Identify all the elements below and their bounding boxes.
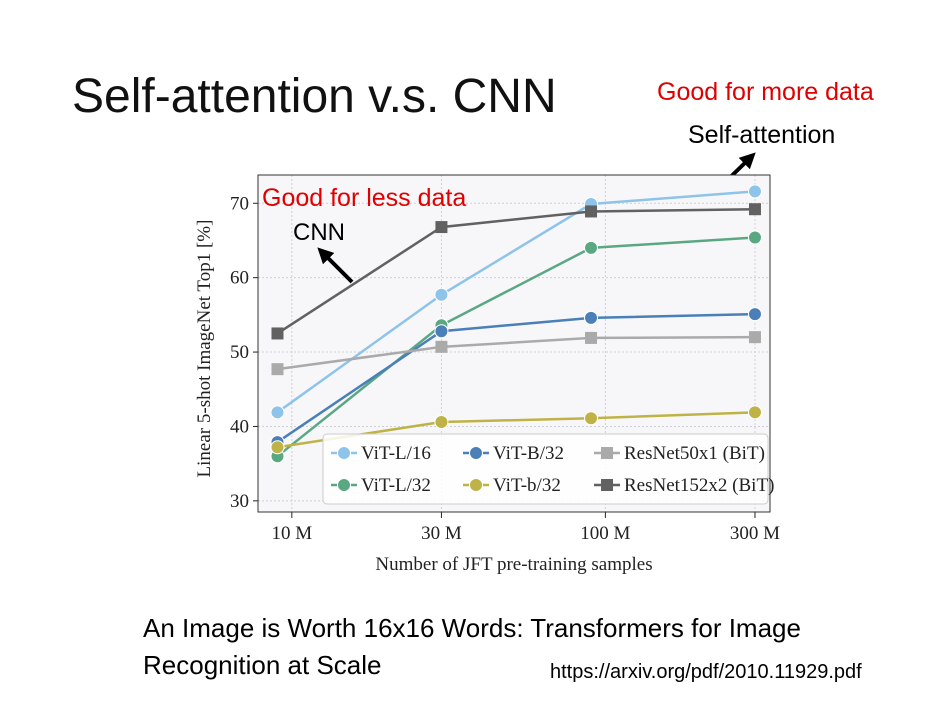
legend-label: ViT-b/32 [493, 475, 561, 496]
x-tick-label: 100 M [580, 523, 630, 544]
chart: 30 40 50 60 70 10 M 30 M 100 M 300 M Number of JF… [194, 174, 780, 575]
data-point [747, 307, 762, 322]
data-point [435, 340, 448, 353]
legend-label: ViT-L/32 [361, 475, 431, 496]
legend-marker [469, 446, 483, 460]
arrow [317, 247, 354, 284]
x-tick-label: 300 M [730, 523, 780, 544]
series-line [276, 207, 755, 335]
data-point [271, 327, 284, 340]
caption: Recognition at Scale [143, 650, 381, 680]
data-point [747, 405, 762, 420]
data-point [434, 287, 449, 302]
y-tick-label: 40 [230, 416, 249, 437]
slide-title: Self-attention v.s. CNN [72, 70, 557, 123]
y-tick-label: 30 [230, 491, 249, 512]
data-point [747, 230, 762, 245]
series-line [276, 236, 756, 458]
legend-marker [337, 446, 351, 460]
data-point [270, 405, 285, 420]
y-tick-label: 50 [230, 342, 249, 363]
data-point [271, 363, 284, 376]
annotation: CNN [293, 219, 345, 246]
legend-marker [469, 478, 483, 492]
legend-label: ResNet50x1 (BiT) [624, 443, 765, 464]
caption: An Image is Worth 16x16 Words: Transform… [143, 613, 801, 643]
annotation: Self-attention [688, 121, 835, 149]
annotation: Good for more data [657, 78, 874, 106]
y-tick-label: 60 [230, 268, 249, 289]
data-point [584, 411, 599, 426]
data-point [434, 414, 449, 429]
x-axis-label: Number of JFT pre-training samples [375, 554, 652, 575]
legend-box [322, 433, 769, 505]
plot-frame [257, 174, 771, 513]
y-axis-label: Linear 5-shot ImageNet Top1 [%] [194, 220, 215, 478]
url: https://arxiv.org/pdf/2010.11929.pdf [550, 661, 862, 683]
legend-label: ViT-L/16 [361, 443, 431, 464]
legend-label: ViT-B/32 [493, 443, 564, 464]
y-tick-label: 70 [230, 193, 249, 214]
annotation: Good for less data [262, 184, 466, 212]
series-line [277, 335, 755, 371]
x-tick-label: 30 M [421, 523, 462, 544]
legend-label: ResNet152x2 (BiT) [624, 475, 774, 496]
data-point [748, 331, 761, 344]
legend-marker [337, 478, 351, 492]
x-tick-label: 10 M [272, 523, 313, 544]
data-point [748, 203, 761, 216]
data-point [584, 240, 599, 255]
data-point [434, 324, 449, 339]
data-point [585, 205, 598, 218]
data-point [747, 184, 762, 199]
series-line [276, 312, 756, 444]
legend-marker [601, 479, 613, 491]
data-point [584, 310, 599, 325]
data-point [585, 331, 598, 344]
legend-marker [601, 447, 613, 459]
data-point [270, 440, 285, 455]
series-line [276, 190, 756, 414]
data-point [435, 221, 448, 234]
